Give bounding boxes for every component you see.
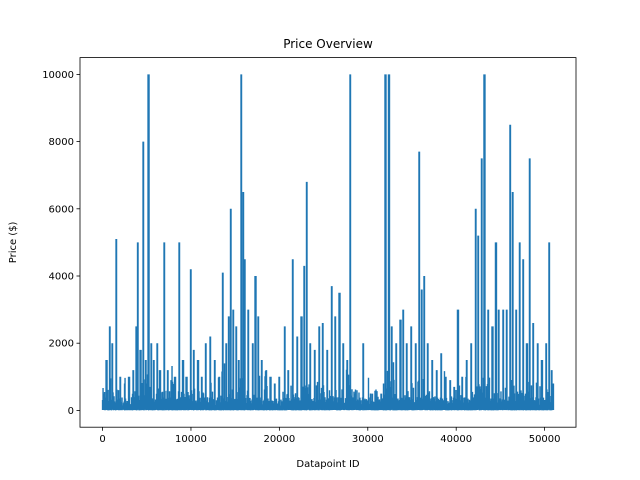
plot-area	[101, 74, 555, 411]
plot-frame	[79, 57, 577, 428]
y-tick-label: 0	[68, 406, 74, 417]
x-axis-label: Datapoint ID	[296, 459, 360, 470]
price-series-line	[101, 74, 555, 411]
y-tick-label: 2000	[49, 339, 74, 350]
x-tick-label: 30000	[352, 434, 384, 445]
x-tick-label: 20000	[263, 434, 295, 445]
y-tick-label: 6000	[49, 204, 74, 215]
x-tick-label: 40000	[440, 434, 472, 445]
y-axis-label: Price ($)	[8, 221, 19, 263]
x-tick-label: 50000	[529, 434, 561, 445]
y-tick-label: 8000	[49, 137, 74, 148]
y-tick-label: 10000	[42, 70, 74, 81]
chart-title: Price Overview	[283, 37, 373, 51]
x-tick-label: 0	[99, 434, 105, 445]
y-tick-label: 4000	[49, 272, 74, 283]
x-tick-label: 10000	[175, 434, 207, 445]
x-axis-ticks: 0 10000 20000 30000 40000 50000	[99, 427, 561, 445]
y-axis-ticks: 0 2000 4000 6000 8000 10000	[42, 70, 80, 417]
